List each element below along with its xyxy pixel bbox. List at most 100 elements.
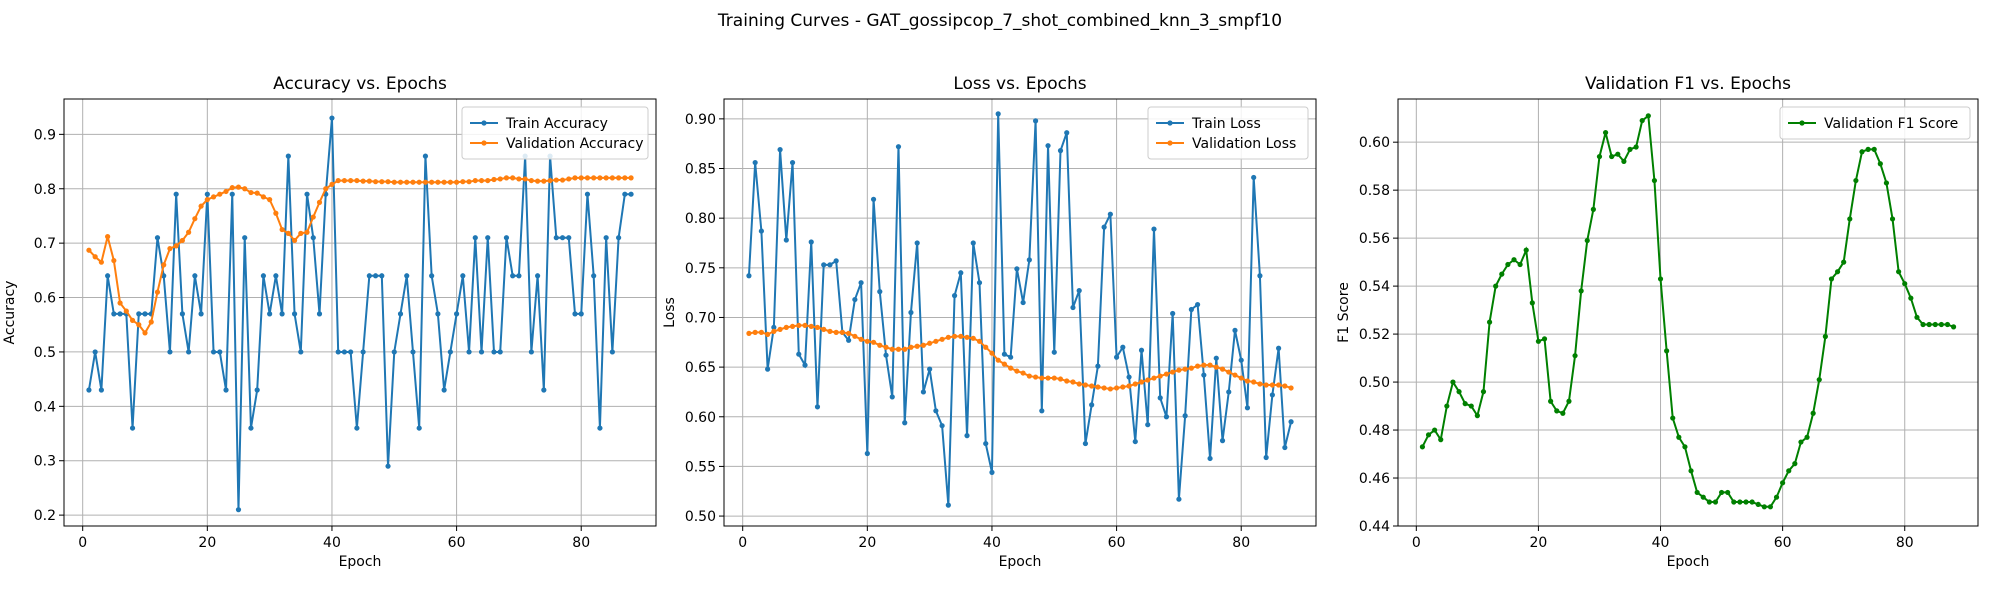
data-point: [410, 179, 416, 185]
data-point: [1938, 321, 1944, 328]
data-point: [111, 311, 117, 317]
data-point: [1120, 384, 1126, 390]
data-point: [1082, 440, 1089, 447]
data-point: [1615, 151, 1621, 157]
data-point: [1419, 444, 1426, 450]
data-point: [204, 197, 210, 203]
y-tick-label: 0.7: [34, 236, 56, 252]
y-tick-label: 0.85: [685, 162, 716, 178]
data-point: [1051, 349, 1057, 355]
data-point: [746, 330, 752, 336]
data-point: [360, 178, 366, 184]
x-tick-label: 40: [323, 535, 341, 551]
data-point: [279, 311, 285, 317]
data-point: [1505, 261, 1511, 268]
data-point: [304, 229, 310, 235]
data-point: [1548, 398, 1554, 404]
data-point: [310, 235, 316, 241]
data-point: [273, 273, 279, 279]
data-point: [1126, 383, 1132, 389]
y-tick-label: 0.9: [34, 127, 56, 143]
data-point: [1182, 366, 1188, 372]
y-axis-label: Loss: [662, 297, 678, 328]
data-point: [970, 240, 976, 246]
data-point: [584, 191, 591, 197]
data-point: [217, 191, 223, 197]
data-point: [129, 425, 136, 431]
data-point: [1176, 367, 1182, 373]
data-point: [566, 235, 572, 241]
data-point: [510, 273, 516, 279]
data-point: [864, 450, 870, 457]
data-point: [1176, 496, 1182, 502]
data-point: [833, 258, 839, 264]
data-point: [1804, 434, 1810, 440]
data-point: [1151, 226, 1157, 232]
data-point: [267, 197, 273, 203]
data-point: [1438, 437, 1444, 443]
data-point: [796, 351, 802, 357]
data-point: [1082, 382, 1089, 388]
data-point: [1263, 454, 1269, 461]
x-tick-label: 0: [78, 535, 87, 551]
data-point: [192, 216, 198, 222]
data-point: [1032, 374, 1039, 380]
legend-marker: [481, 120, 487, 126]
data-point: [379, 179, 385, 185]
data-point: [1499, 271, 1505, 277]
data-point: [864, 338, 870, 344]
data-point: [123, 308, 129, 314]
data-point: [1076, 381, 1082, 387]
data-point: [129, 317, 136, 323]
data-point: [1810, 410, 1816, 416]
data-point: [1095, 363, 1101, 369]
y-tick-label: 0.55: [685, 459, 716, 475]
data-point: [976, 338, 983, 344]
legend-label: Validation F1 Score: [1824, 116, 1958, 132]
data-point: [889, 394, 895, 400]
data-point: [154, 289, 161, 295]
data-point: [1076, 288, 1082, 294]
data-point: [441, 387, 447, 393]
data-point: [808, 323, 814, 329]
data-point: [260, 273, 267, 279]
data-point: [939, 336, 945, 342]
data-point: [1207, 455, 1213, 462]
data-point: [765, 331, 771, 337]
y-tick-label: 0.58: [1359, 183, 1390, 199]
legend: Train Loss Validation Loss: [1147, 106, 1309, 160]
data-point: [186, 229, 192, 235]
chart-title: Validation F1 vs. Epochs: [1585, 74, 1791, 94]
y-tick-label: 0.48: [1359, 423, 1390, 439]
data-point: [460, 273, 466, 279]
data-point: [1853, 177, 1859, 184]
data-point: [1529, 300, 1535, 306]
data-point: [354, 425, 360, 431]
data-point: [1780, 480, 1786, 486]
data-point: [285, 230, 291, 236]
data-point: [348, 349, 354, 355]
data-point: [1263, 382, 1269, 388]
data-point: [597, 425, 603, 431]
data-point: [1101, 385, 1107, 391]
data-point: [335, 349, 341, 355]
y-tick-label: 0.46: [1359, 471, 1390, 487]
data-point: [1688, 468, 1694, 474]
data-point: [466, 349, 472, 355]
data-point: [503, 235, 510, 241]
data-point: [148, 319, 154, 325]
data-point: [846, 330, 852, 336]
data-point: [1157, 395, 1163, 401]
data-point: [136, 311, 142, 317]
data-point: [1865, 146, 1871, 152]
data-point: [478, 177, 485, 184]
data-point: [1008, 354, 1014, 360]
data-point: [591, 273, 597, 279]
data-point: [1001, 361, 1008, 367]
data-point: [1207, 362, 1213, 368]
data-point: [516, 176, 522, 182]
data-point: [889, 346, 895, 352]
data-point: [1070, 304, 1076, 311]
data-point: [1645, 113, 1651, 119]
data-point: [1590, 206, 1596, 212]
